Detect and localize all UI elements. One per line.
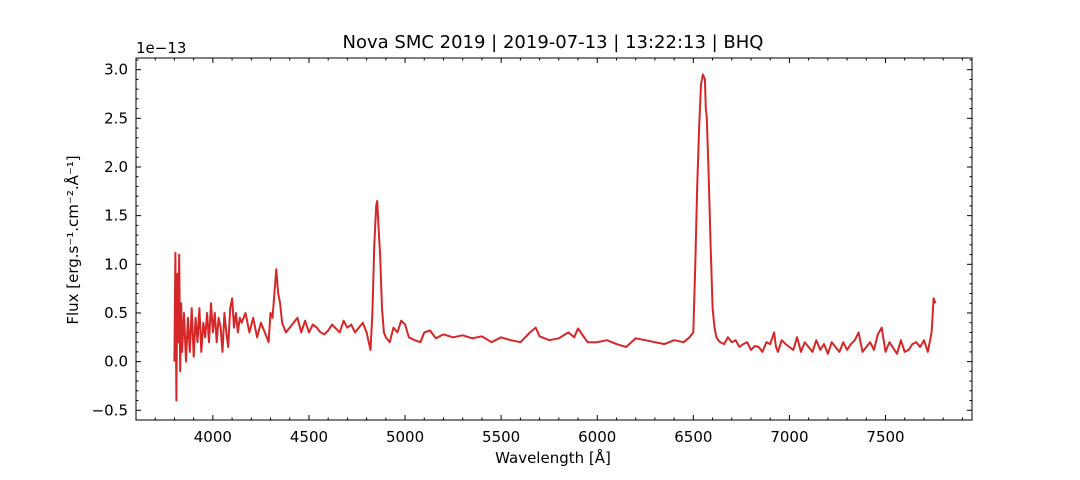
- x-tick-label: 7500: [866, 428, 904, 446]
- y-tick-label: 1.5: [104, 207, 128, 225]
- y-tick-label: −0.5: [92, 401, 128, 419]
- axes-frame: [135, 57, 973, 421]
- y-tick-label: 0.0: [104, 353, 128, 371]
- x-tick-label: 6500: [674, 428, 712, 446]
- plot-area: 4000 4500 5000 5500 6000 6500 7000 7500 −0.5 0.0 0…: [92, 57, 973, 446]
- x-tick-label: 4500: [290, 428, 328, 446]
- x-tick-label: 5500: [482, 428, 520, 446]
- series-layer: [173, 73, 937, 402]
- x-tick-label: 5000: [386, 428, 424, 446]
- x-tick-label: 6000: [578, 428, 616, 446]
- y-scale-exponent: 1e−13: [136, 39, 186, 57]
- y-tick-label: 1.0: [104, 255, 128, 273]
- x-axis-label: Wavelength [Å]: [495, 448, 611, 467]
- y-tick-label: 3.0: [104, 61, 128, 79]
- chart-title: Nova SMC 2019 | 2019-07-13 | 13:22:13 | …: [343, 32, 764, 53]
- ticks-layer: 4000 4500 5000 5500 6000 6500 7000 7500 −0.5 0.0 0…: [92, 58, 972, 446]
- y-tick-label: 2.0: [104, 158, 128, 176]
- y-axis-label: Flux [erg.s⁻¹.cm⁻².Å⁻¹]: [63, 155, 82, 324]
- series-line-0: [173, 73, 937, 402]
- y-tick-label: 2.5: [104, 109, 128, 127]
- x-tick-label: 4000: [194, 428, 232, 446]
- x-tick-label: 7000: [770, 428, 808, 446]
- y-tick-label: 0.5: [104, 304, 128, 322]
